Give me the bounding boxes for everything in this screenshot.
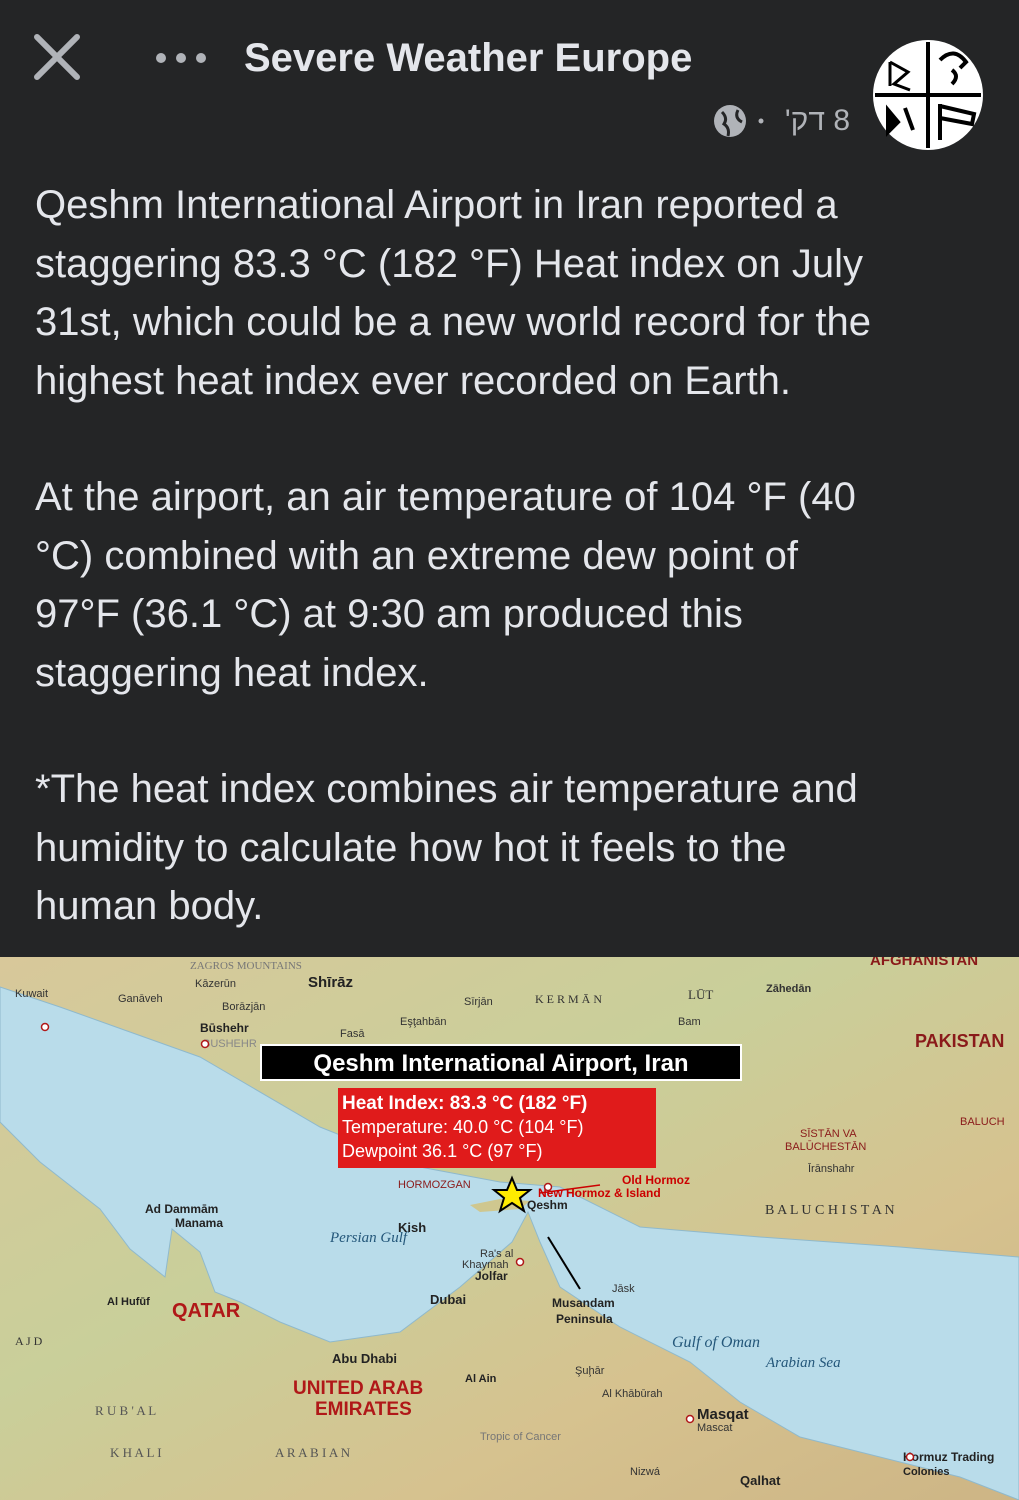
sea [0, 986, 1019, 1500]
map-label: BALŪCHESTĀN [785, 1141, 866, 1153]
avatar[interactable] [873, 40, 983, 150]
info-box [338, 1088, 656, 1168]
city-dot [543, 1182, 553, 1192]
map-label: Qeshm [527, 1198, 568, 1212]
info-line: Heat Index: 83.3 °C (182 °F) [342, 1093, 587, 1114]
pointer [539, 1184, 601, 1194]
map-label: Al Ain [465, 1373, 497, 1385]
map-label: LŪT [688, 987, 713, 1002]
header-icons [34, 34, 983, 150]
text-line: staggering heat index. [35, 650, 429, 695]
text-line: human body. [35, 884, 264, 928]
globe-icon [714, 105, 764, 137]
map-label: Khaymah [462, 1259, 508, 1271]
paragraph: Qeshm International Airport in Iran repo… [35, 176, 1005, 410]
city-dot [40, 1022, 50, 1032]
map-label: Kāzerūn [195, 978, 236, 990]
paragraph: *The heat index combines air temperature… [35, 760, 1005, 936]
map-label: SĪSTĀN VA [800, 1128, 857, 1140]
map-label: R U B ' A L [95, 1403, 156, 1418]
map-label: Abu Dhabi [332, 1351, 397, 1366]
map-label: Fasā [340, 1028, 365, 1040]
map-label: Arabian Sea [765, 1355, 841, 1371]
map-label: BUSHEHR [203, 1038, 257, 1050]
text-line: staggering 83.3 °C (182 °F) Heat index o… [35, 241, 863, 286]
city-dot [200, 1039, 210, 1049]
post-time[interactable]: 8 דק' [784, 104, 850, 137]
text-line: °C) combined with an extreme dew point o… [35, 533, 799, 578]
text-line: Qeshm International Airport in Iran repo… [35, 183, 838, 227]
text-line: At the airport, an air temperature of 10… [35, 475, 856, 519]
map-label: Tropic of Cancer [480, 1431, 561, 1443]
map-label: Ganāveh [118, 993, 163, 1005]
map-label: Būshehr [200, 1021, 249, 1035]
map-label: Shīrāz [308, 974, 353, 991]
map-label: Musandam [552, 1296, 615, 1310]
close-button[interactable] [34, 34, 80, 80]
more-button[interactable] [156, 53, 206, 63]
map-label: Masqat [697, 1406, 749, 1423]
star [491, 1175, 533, 1214]
map-label: Manama [175, 1216, 223, 1230]
map-label: ZAGROS MOUNTAINS [190, 960, 302, 972]
map-label: Al Hufūf [107, 1296, 150, 1308]
map-label: Gulf of Oman [672, 1334, 760, 1351]
paragraph: At the airport, an air temperature of 10… [35, 468, 1005, 702]
map-label: UNITED ARAB [293, 1378, 423, 1399]
map-label: Kuwait [15, 988, 48, 1000]
city-dot [685, 1414, 695, 1424]
map-label: A R A B I A N [275, 1445, 351, 1460]
map-label: Zāhedān [766, 983, 812, 995]
text-line: 97°F (36.1 °C) at 9:30 am produced this [35, 592, 743, 636]
info-line: Temperature: 40.0 °C (104 °F) [342, 1117, 584, 1137]
text-line: 31st, which could be a new world record … [35, 300, 871, 344]
map-label: A J D [15, 1334, 43, 1348]
city-dot [515, 1257, 525, 1267]
map-label: Kish [398, 1220, 426, 1235]
map-label: Qalhat [740, 1473, 781, 1488]
map-label: Sīrjān [464, 996, 493, 1008]
map-label: Şuḩār [575, 1365, 605, 1377]
map-label: Borāzjān [222, 1001, 265, 1013]
map-label: Ra's al [480, 1248, 513, 1260]
map-label: PAKISTAN [915, 1031, 1004, 1051]
map-label: Ad Dammām [145, 1202, 218, 1216]
map-label: Jolfar [475, 1269, 508, 1283]
map-label: New Hormoz & Island [538, 1186, 661, 1200]
text-line: highest heat index ever recorded on Eart… [35, 358, 792, 403]
map-label: HORMOZGAN [398, 1179, 471, 1191]
map-label: Hormuz Trading [903, 1450, 994, 1464]
map-label: BALUCH [960, 1116, 1005, 1128]
map-label: AFGHANISTAN [870, 957, 978, 969]
map-label: K E R M Ā N [535, 992, 602, 1006]
map-label: Dubai [430, 1292, 466, 1307]
city-dot [905, 1452, 915, 1462]
map-label: Īrānshahr [808, 1163, 855, 1175]
map-label: Nizwá [630, 1466, 661, 1478]
map-label: Mascat [697, 1422, 732, 1434]
text-line: humidity to calculate how hot it feels t… [35, 825, 787, 870]
map-image[interactable]: ZAGROS MOUNTAINS Kāzerūn Shīrāz Kuwait Ganāv… [0, 957, 1019, 1500]
title-box [260, 1044, 742, 1081]
text-line: *The heat index combines air temperature… [35, 767, 858, 811]
map-label: EMIRATES [315, 1399, 412, 1420]
map-label: Bam [678, 1016, 701, 1028]
map-label: Eşţahbān [400, 1016, 446, 1028]
map-label: K H A L I [110, 1445, 162, 1460]
map-label: B A L U C H I S T A N [765, 1203, 895, 1218]
map-label: Peninsula [556, 1312, 613, 1326]
map-label: Colonies [903, 1466, 949, 1478]
page-title[interactable]: Severe Weather Europe [244, 36, 693, 80]
map-label: Old Hormoz [622, 1173, 690, 1187]
map-label: Persian Gulf [329, 1230, 409, 1246]
post-text: Qeshm International Airport in Iran repo… [35, 176, 1005, 994]
info-line: Dewpoint 36.1 °C (97 °F) [342, 1141, 542, 1161]
pointer [547, 1236, 581, 1290]
map-title: Qeshm International Airport, Iran [313, 1050, 688, 1077]
map-label: Al Khābūrah [602, 1388, 663, 1400]
map-label: Jāsk [612, 1283, 635, 1295]
map-label: QATAR [172, 1300, 241, 1322]
